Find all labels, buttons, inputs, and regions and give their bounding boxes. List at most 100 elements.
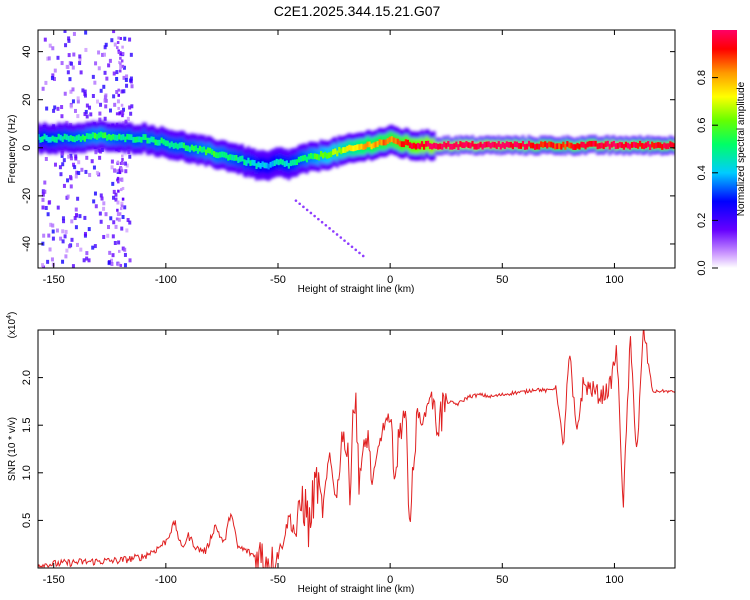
- spectrogram-ridge-cell: [406, 139, 410, 146]
- spectrogram-noise-cell: [74, 154, 78, 159]
- spectrogram-x-ticks: -150 -100 -50 0 50 100: [43, 30, 624, 286]
- spectrogram-noise-cell: [60, 153, 64, 158]
- spectrogram-noise-cell: [117, 36, 120, 40]
- spectrogram-noise-cell: [62, 158, 66, 163]
- spectrogram-ridge-cell: [649, 144, 652, 150]
- spectrogram-streak-dot: [324, 223, 328, 227]
- spectrogram-noise-cell: [121, 64, 125, 68]
- spectrogram-noise-cell: [47, 200, 51, 205]
- spectrogram-noise-cell: [47, 233, 51, 238]
- spectrogram-streak-dot: [328, 227, 331, 230]
- spectrogram-noise-cell: [102, 234, 106, 239]
- spectrogram-ridge-cell: [370, 143, 373, 150]
- spectrogram-ridge-cell: [65, 134, 68, 141]
- spectrogram-ridge-cell: [91, 132, 95, 138]
- snr-panel: -150 -100 -50 0 50 100 0.5 1.0 1.5 2.0 Height of…: [6, 312, 676, 595]
- spectrogram-ridge-cell: [416, 142, 420, 149]
- spectrogram-ridge-cell: [560, 143, 563, 150]
- spectrogram-ridge-cell: [176, 143, 179, 150]
- spectrogram-ridge-cell: [231, 154, 234, 161]
- spectrogram-noise-cell: [76, 99, 80, 104]
- spectrogram-noise-cell: [72, 52, 76, 57]
- spectrogram-noise-cell: [112, 94, 116, 99]
- spectrogram-noise-cell: [107, 261, 111, 266]
- spectrogram-ridge-cell: [517, 143, 521, 149]
- spectrogram-noise-cell: [41, 192, 45, 197]
- spectrogram-ridge-cell: [602, 143, 605, 150]
- spectrogram-noise-cell: [98, 211, 102, 216]
- spectrogram-noise-cell: [103, 98, 107, 103]
- spectrogram-ridge-cell: [144, 134, 147, 140]
- snr-x-tick-label: 0: [387, 574, 393, 586]
- spectrogram-ridge-cell: [529, 142, 533, 149]
- spectrogram-ridge-cell: [55, 137, 58, 143]
- spectrogram-noise-cell: [113, 240, 117, 245]
- spectrogram-noise-cell: [41, 205, 45, 210]
- spectrogram-ridge-cell: [600, 142, 603, 149]
- snr-y-tick-label: 2.0: [21, 370, 33, 385]
- spectrogram-ridge-cell: [95, 133, 99, 140]
- spectrogram-noise-cell: [117, 262, 121, 267]
- spectrogram-ridge-cell: [410, 143, 414, 150]
- spectrogram-noise-cell: [69, 153, 73, 158]
- spectrogram-x-tick-label: 0: [387, 274, 393, 286]
- spectrogram-noise-cell: [108, 250, 112, 255]
- spectrogram-noise-cell: [124, 169, 128, 174]
- spectrogram-noise-cell: [103, 116, 107, 121]
- spectrogram-noise-cell: [128, 220, 132, 225]
- spectrogram-noise-cell: [100, 196, 104, 201]
- spectrogram-noise-cell: [89, 112, 93, 117]
- spectrogram-ridge-cell: [400, 141, 403, 148]
- spectrogram-noise-cell: [120, 188, 123, 192]
- spectrogram-ridge-cell: [59, 134, 62, 141]
- spectrogram-noise-cell: [87, 227, 91, 232]
- spectrogram-noise-cell: [107, 63, 111, 68]
- spectrogram-noise-cell: [44, 205, 48, 210]
- spectrogram-noise-cell: [115, 90, 119, 95]
- spectrogram-noise-cell: [110, 38, 114, 43]
- spectrogram-ridge-cell: [328, 152, 331, 159]
- spectrogram-ridge-cell: [451, 143, 454, 150]
- spectrogram-noise-cell: [84, 30, 88, 35]
- spectrogram-ridge-cell: [186, 145, 189, 152]
- spectrogram-noise-cell: [102, 84, 106, 89]
- spectrogram-ridge-cell: [89, 133, 93, 140]
- spectrogram-noise-cell: [83, 89, 87, 94]
- spectrogram-ridge-cell: [487, 141, 490, 148]
- spectrogram-noise-cell: [66, 194, 70, 199]
- spectrogram-ridge-cell: [594, 140, 597, 147]
- spectrogram-noise-cell: [129, 52, 133, 57]
- spectrogram-ridge-cell: [538, 143, 541, 150]
- spectrogram-ridge-cell: [511, 143, 514, 150]
- spectrogram-ridge-cell: [136, 136, 139, 143]
- spectrogram-noise-cell: [103, 70, 107, 75]
- spectrogram-noise-cell: [58, 165, 62, 170]
- spectrogram-noise-cell: [67, 154, 71, 159]
- snr-y-tick-label: 0.5: [21, 513, 33, 528]
- spectrogram-ridge-cell: [112, 133, 115, 140]
- spectrogram-ridge-cell: [219, 151, 222, 158]
- spectrogram-ridge-cell: [645, 142, 648, 149]
- spectrogram-ridge-cell: [402, 141, 405, 148]
- spectrogram-ridge-cell: [651, 141, 654, 148]
- spectrogram-ridge-cell: [614, 143, 617, 150]
- spectrogram-noise-cell: [71, 65, 75, 70]
- spectrogram-ridge-cell: [99, 131, 103, 138]
- spectrogram-noise-cell: [67, 36, 71, 41]
- spectrogram-noise-cell: [108, 58, 112, 63]
- spectrogram-noise-cell: [84, 109, 88, 114]
- spectrogram-ridge-cell: [659, 142, 662, 149]
- spectrogram-ridge-cell: [475, 143, 478, 150]
- spectrogram-ridge-cell: [358, 144, 361, 150]
- spectrogram-ridge-cell: [382, 139, 385, 146]
- spectrogram-ridge-cell: [311, 153, 315, 160]
- spectrogram-noise-cell: [79, 247, 83, 252]
- spectrogram-noise-cell: [113, 42, 117, 47]
- spectrogram-noise-cell: [121, 52, 125, 56]
- spectrogram-noise-cell: [121, 197, 125, 201]
- spectrogram-ridge-cell: [412, 142, 416, 149]
- spectrogram-noise-cell: [71, 87, 75, 92]
- spectrogram-ridge-cell: [531, 142, 535, 149]
- spectrogram-ridge-cell: [257, 161, 260, 168]
- spectrogram-noise-cell: [59, 236, 63, 241]
